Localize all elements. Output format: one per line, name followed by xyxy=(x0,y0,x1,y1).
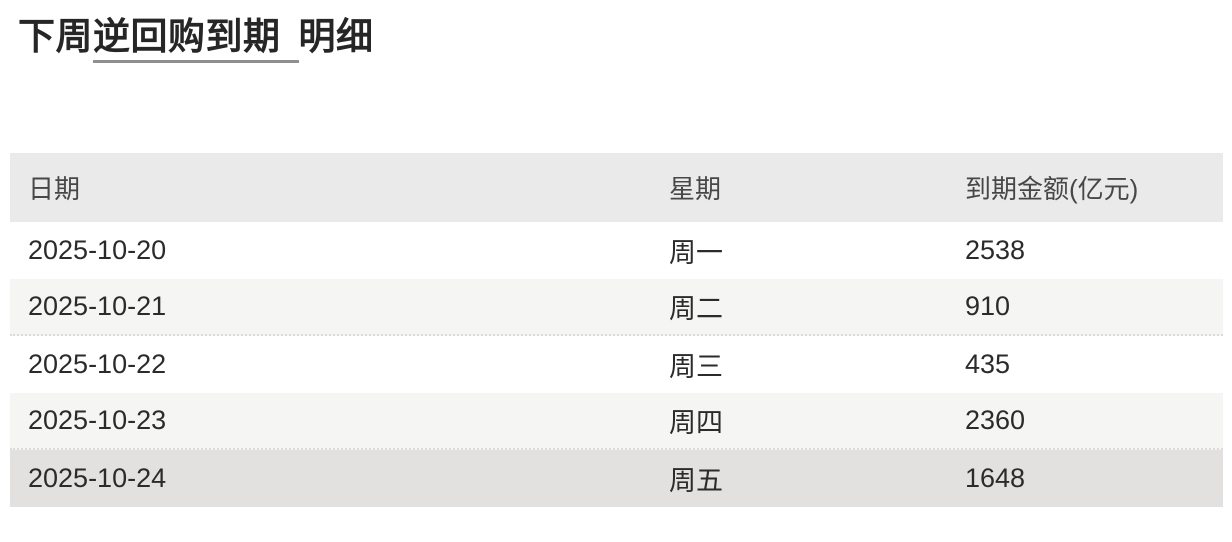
date-cell: 2025-10-22 xyxy=(28,349,167,379)
table-row: 2025-10-20 周一 2538 xyxy=(10,222,1223,279)
weekday-label: 周五 xyxy=(669,466,723,496)
date-cell: 2025-10-23 xyxy=(28,405,167,435)
column-header-date: 日期 xyxy=(28,174,81,204)
weekday-underlined-label[interactable]: 周二 xyxy=(669,294,733,326)
weekday-label: 周四 xyxy=(669,408,723,438)
weekday-cell: 周五 xyxy=(651,459,947,498)
amount-cell: 910 xyxy=(965,291,1011,321)
title-underlined-term[interactable]: 逆回购到期 xyxy=(93,16,299,63)
weekday-label: 周三 xyxy=(669,352,723,382)
weekday-cell: 周二 xyxy=(651,287,947,326)
amount-cell: 2538 xyxy=(965,235,1026,265)
date-cell: 2025-10-24 xyxy=(28,463,167,493)
amount-cell: 435 xyxy=(965,349,1011,379)
weekday-cell: 周三 xyxy=(651,345,947,384)
amount-cell: 1648 xyxy=(965,463,1026,493)
table-row: 2025-10-22 周三 435 xyxy=(10,336,1223,393)
reverse-repo-maturity-table: 日期 星期 到期金额(亿元) 2025-10-20 周一 2538 2025-1… xyxy=(10,153,1223,507)
table-row: 2025-10-23 周四 2360 xyxy=(10,393,1223,450)
amount-cell: 2360 xyxy=(965,405,1026,435)
table-row: 2025-10-24 周五 1648 xyxy=(10,450,1223,507)
title-prefix: 下周 xyxy=(18,16,93,57)
weekday-cell: 周一 xyxy=(651,231,947,270)
table-row: 2025-10-21 周二 910 xyxy=(10,279,1223,336)
title-suffix: 明细 xyxy=(298,16,374,57)
weekday-label: 周一 xyxy=(669,238,723,268)
column-header-amount: 到期金额(亿元) xyxy=(965,174,1139,204)
column-header-weekday: 星期 xyxy=(669,174,722,204)
date-cell: 2025-10-21 xyxy=(28,291,167,321)
page-title: 下周逆回购到期 明细 xyxy=(18,6,374,63)
table-header-row: 日期 星期 到期金额(亿元) xyxy=(10,153,1223,222)
date-cell: 2025-10-20 xyxy=(28,235,167,265)
weekday-cell: 周四 xyxy=(651,401,947,440)
